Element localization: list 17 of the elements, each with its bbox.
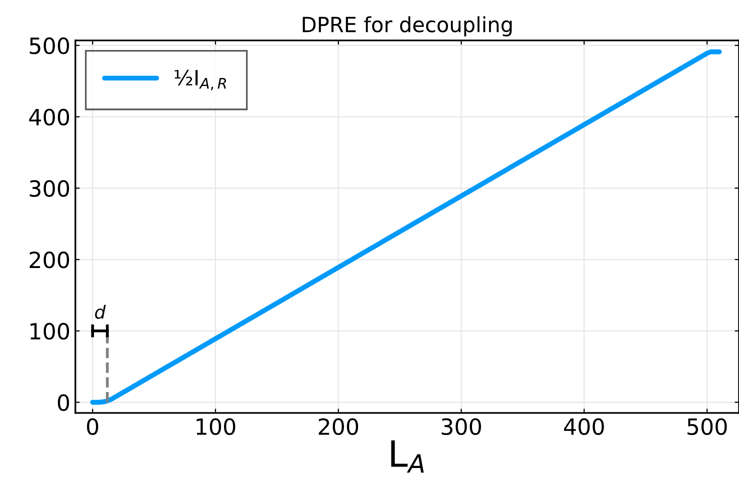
y-tick-label: 400 <box>29 108 70 126</box>
y-tick-label: 0 <box>58 394 70 412</box>
x-tick-label: 200 <box>318 418 358 436</box>
x-tick-label: 500 <box>688 418 727 436</box>
y-tick-label: 500 <box>30 37 70 54</box>
x-tick-label: 100 <box>196 418 236 436</box>
y-tick-label: 200 <box>30 251 70 268</box>
x-tick-label: 400 <box>564 418 604 436</box>
y-tick-label: 300 <box>30 180 70 197</box>
y-tick-label: 100 <box>30 322 70 340</box>
ref-line-label: d <box>95 304 106 319</box>
legend-label: ½I$_{A,R}$ <box>174 70 226 90</box>
chart-title: DPRE for decoupling <box>302 16 512 36</box>
line-series <box>90 49 722 405</box>
x-tick-label: 0 <box>86 418 98 436</box>
x-axis-title: L$_{A}$ <box>391 440 424 473</box>
x-tick-label: 300 <box>442 418 481 436</box>
